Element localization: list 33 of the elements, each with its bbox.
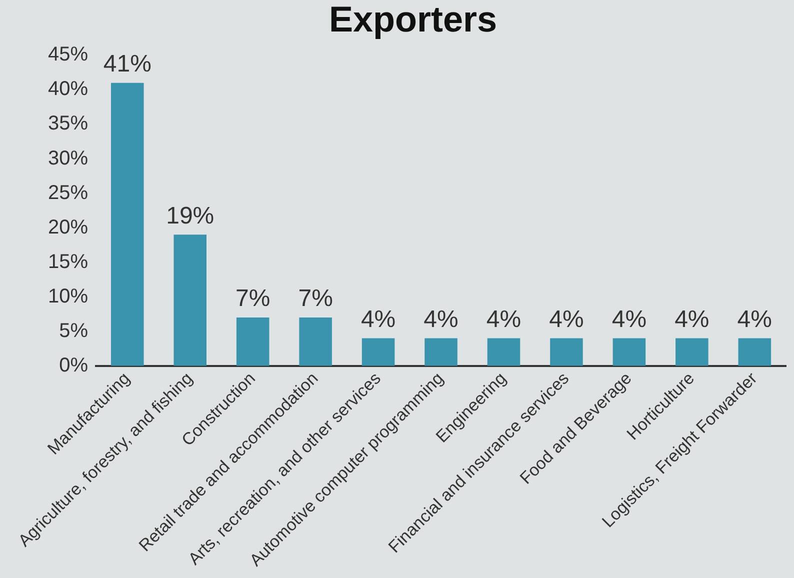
bar bbox=[174, 234, 207, 366]
data-label: 7% bbox=[298, 285, 333, 312]
y-tick-label: 0% bbox=[59, 354, 88, 376]
data-label: 4% bbox=[486, 306, 522, 333]
bar bbox=[487, 338, 520, 366]
data-label: 4% bbox=[424, 306, 458, 333]
data-label: 4% bbox=[360, 306, 396, 333]
data-label: 4% bbox=[549, 306, 584, 333]
data-label: 41% bbox=[103, 50, 152, 78]
y-tick-label: 10% bbox=[48, 285, 88, 308]
bar bbox=[362, 338, 395, 366]
data-label: 4% bbox=[674, 306, 710, 333]
y-tick-label: 5% bbox=[59, 320, 88, 342]
y-tick-label: 45% bbox=[48, 44, 88, 66]
chart-title: Exporters bbox=[328, 0, 498, 40]
bar bbox=[236, 318, 270, 366]
bar bbox=[550, 338, 583, 366]
y-tick-label: 40% bbox=[48, 78, 88, 100]
data-label: 4% bbox=[612, 306, 647, 333]
y-tick-label: 20% bbox=[48, 216, 88, 238]
y-tick-label: 30% bbox=[48, 147, 88, 170]
y-tick-label: 15% bbox=[48, 250, 88, 273]
bar bbox=[299, 318, 332, 366]
y-tick-label: 25% bbox=[48, 182, 88, 204]
bar bbox=[612, 338, 646, 366]
bar bbox=[676, 338, 708, 366]
bar bbox=[738, 338, 772, 366]
y-tick-label: 35% bbox=[48, 112, 88, 135]
data-label: 19% bbox=[166, 202, 214, 230]
bar bbox=[111, 82, 144, 366]
bar bbox=[424, 338, 458, 366]
data-label: 7% bbox=[235, 285, 270, 312]
data-label: 4% bbox=[737, 306, 772, 333]
